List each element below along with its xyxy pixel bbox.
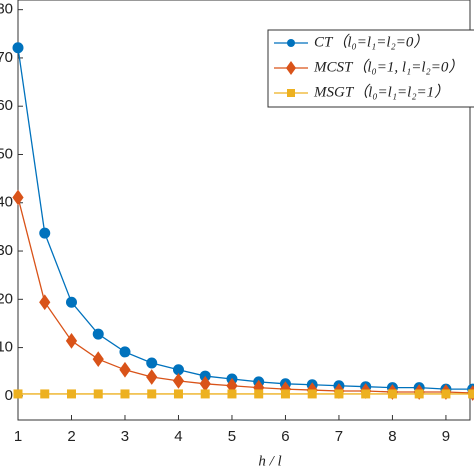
marker: [361, 389, 371, 399]
y-tick-label: 80: [0, 1, 13, 18]
x-tick-label: 3: [121, 428, 129, 445]
y-tick-label: 0: [5, 387, 13, 404]
marker: [39, 227, 51, 239]
y-tick-label: 40: [0, 194, 13, 211]
marker: [39, 294, 51, 311]
x-axis-label: h / l: [258, 453, 281, 469]
y-tick-label: 60: [0, 97, 13, 114]
marker: [146, 357, 158, 369]
marker: [40, 389, 50, 399]
marker: [414, 389, 424, 399]
marker: [468, 389, 474, 399]
marker: [119, 346, 131, 358]
y-tick-label: 20: [0, 290, 13, 307]
legend-marker: [287, 89, 295, 97]
marker: [441, 389, 451, 399]
x-tick-label: 2: [67, 428, 75, 445]
x-tick-label: 8: [388, 428, 396, 445]
marker: [13, 389, 23, 399]
marker: [92, 351, 104, 368]
y-tick-label: 10: [0, 339, 13, 356]
marker: [93, 389, 103, 399]
legend-marker: [287, 39, 295, 47]
marker: [65, 332, 78, 349]
series-line: [17, 197, 473, 394]
marker: [387, 389, 397, 399]
marker: [12, 189, 24, 206]
legend-label: MSGT（l₀=l₁=l₂=1）: [313, 83, 449, 100]
marker: [172, 373, 185, 389]
x-tick-label: 5: [228, 428, 236, 445]
legend-label: MCST（l₀=1, l₁=l₂=0）: [313, 58, 463, 75]
marker: [254, 389, 264, 399]
x-tick-label: 6: [281, 428, 289, 445]
marker: [147, 389, 157, 399]
marker: [12, 42, 24, 54]
marker: [119, 361, 131, 378]
x-tick-label: 4: [174, 428, 182, 445]
marker: [65, 296, 77, 308]
x-tick-label: 9: [442, 428, 450, 445]
x-tick-label: 1: [14, 428, 22, 445]
marker: [66, 389, 76, 399]
marker: [92, 328, 104, 340]
y-tick-label: 50: [0, 145, 13, 162]
marker: [146, 369, 158, 385]
marker: [334, 389, 344, 399]
y-tick-label: 70: [0, 49, 13, 66]
marker: [307, 389, 317, 399]
plot-frame: [17, 0, 471, 421]
marker: [173, 389, 183, 399]
legend-marker: [286, 61, 296, 75]
y-tick-label: 30: [0, 242, 13, 259]
legend-label: CT（l₀=l₁=l₂=0）: [314, 33, 428, 50]
marker: [120, 389, 130, 399]
marker: [280, 389, 290, 399]
x-tick-label: 7: [335, 428, 343, 445]
marker: [200, 389, 210, 399]
marker: [227, 389, 237, 399]
